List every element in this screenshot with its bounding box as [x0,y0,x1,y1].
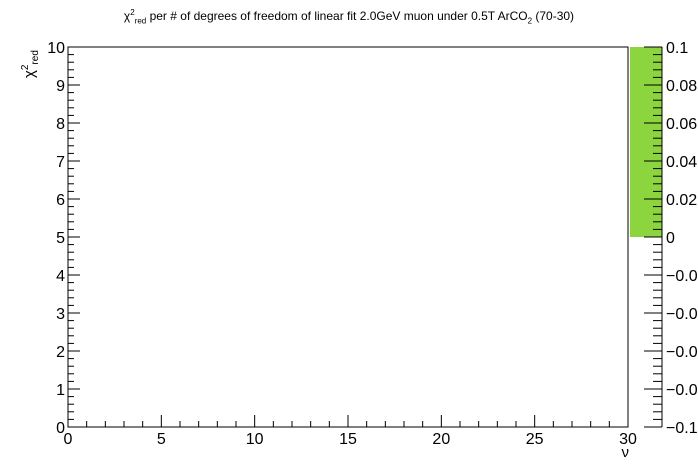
colorbar-tick-label: −0.08 [666,382,698,399]
x-axis-label: ν [621,444,630,461]
y-tick-label: 10 [47,40,65,57]
y-tick-label: 9 [56,78,65,95]
x-tick-label: 0 [64,431,73,448]
x-tick-label: 10 [246,431,264,448]
x-tick-label: 15 [339,431,357,448]
plot-frame [67,46,629,428]
colorbar-tick-label: −0.1 [666,420,698,437]
x-tick-label: 25 [526,431,544,448]
y-tick-label: 2 [56,344,65,361]
colorbar-fill [630,47,662,237]
chart-title: χ2red per # of degrees of freedom of lin… [123,8,575,26]
colorbar-tick-label: 0.08 [666,78,697,95]
y-tick-label: 1 [56,382,65,399]
colorbar-tick-label: 0.02 [666,192,697,209]
x-tick-label: 5 [157,431,166,448]
y-tick-label: 7 [56,154,65,171]
y-tick-label: 0 [56,420,65,437]
colorbar-tick-label: 0.04 [666,154,697,171]
y-tick-label: 5 [56,230,65,247]
x-tick-label: 20 [432,431,450,448]
colorbar-tick-label: 0.06 [666,116,697,133]
colorbar-tick-label: −0.02 [666,268,698,285]
colorbar-tick-label: −0.04 [666,306,698,323]
colorbar-tick-label: −0.06 [666,344,698,361]
y-tick-label: 4 [56,268,65,285]
colorbar-tick-label: 0 [666,230,675,247]
y-tick-label: 6 [56,192,65,209]
y-tick-label: 8 [56,116,65,133]
y-tick-label: 3 [56,306,65,323]
x-tick-label: 30 [619,431,637,448]
colorbar-tick-label: 0.1 [666,40,688,57]
